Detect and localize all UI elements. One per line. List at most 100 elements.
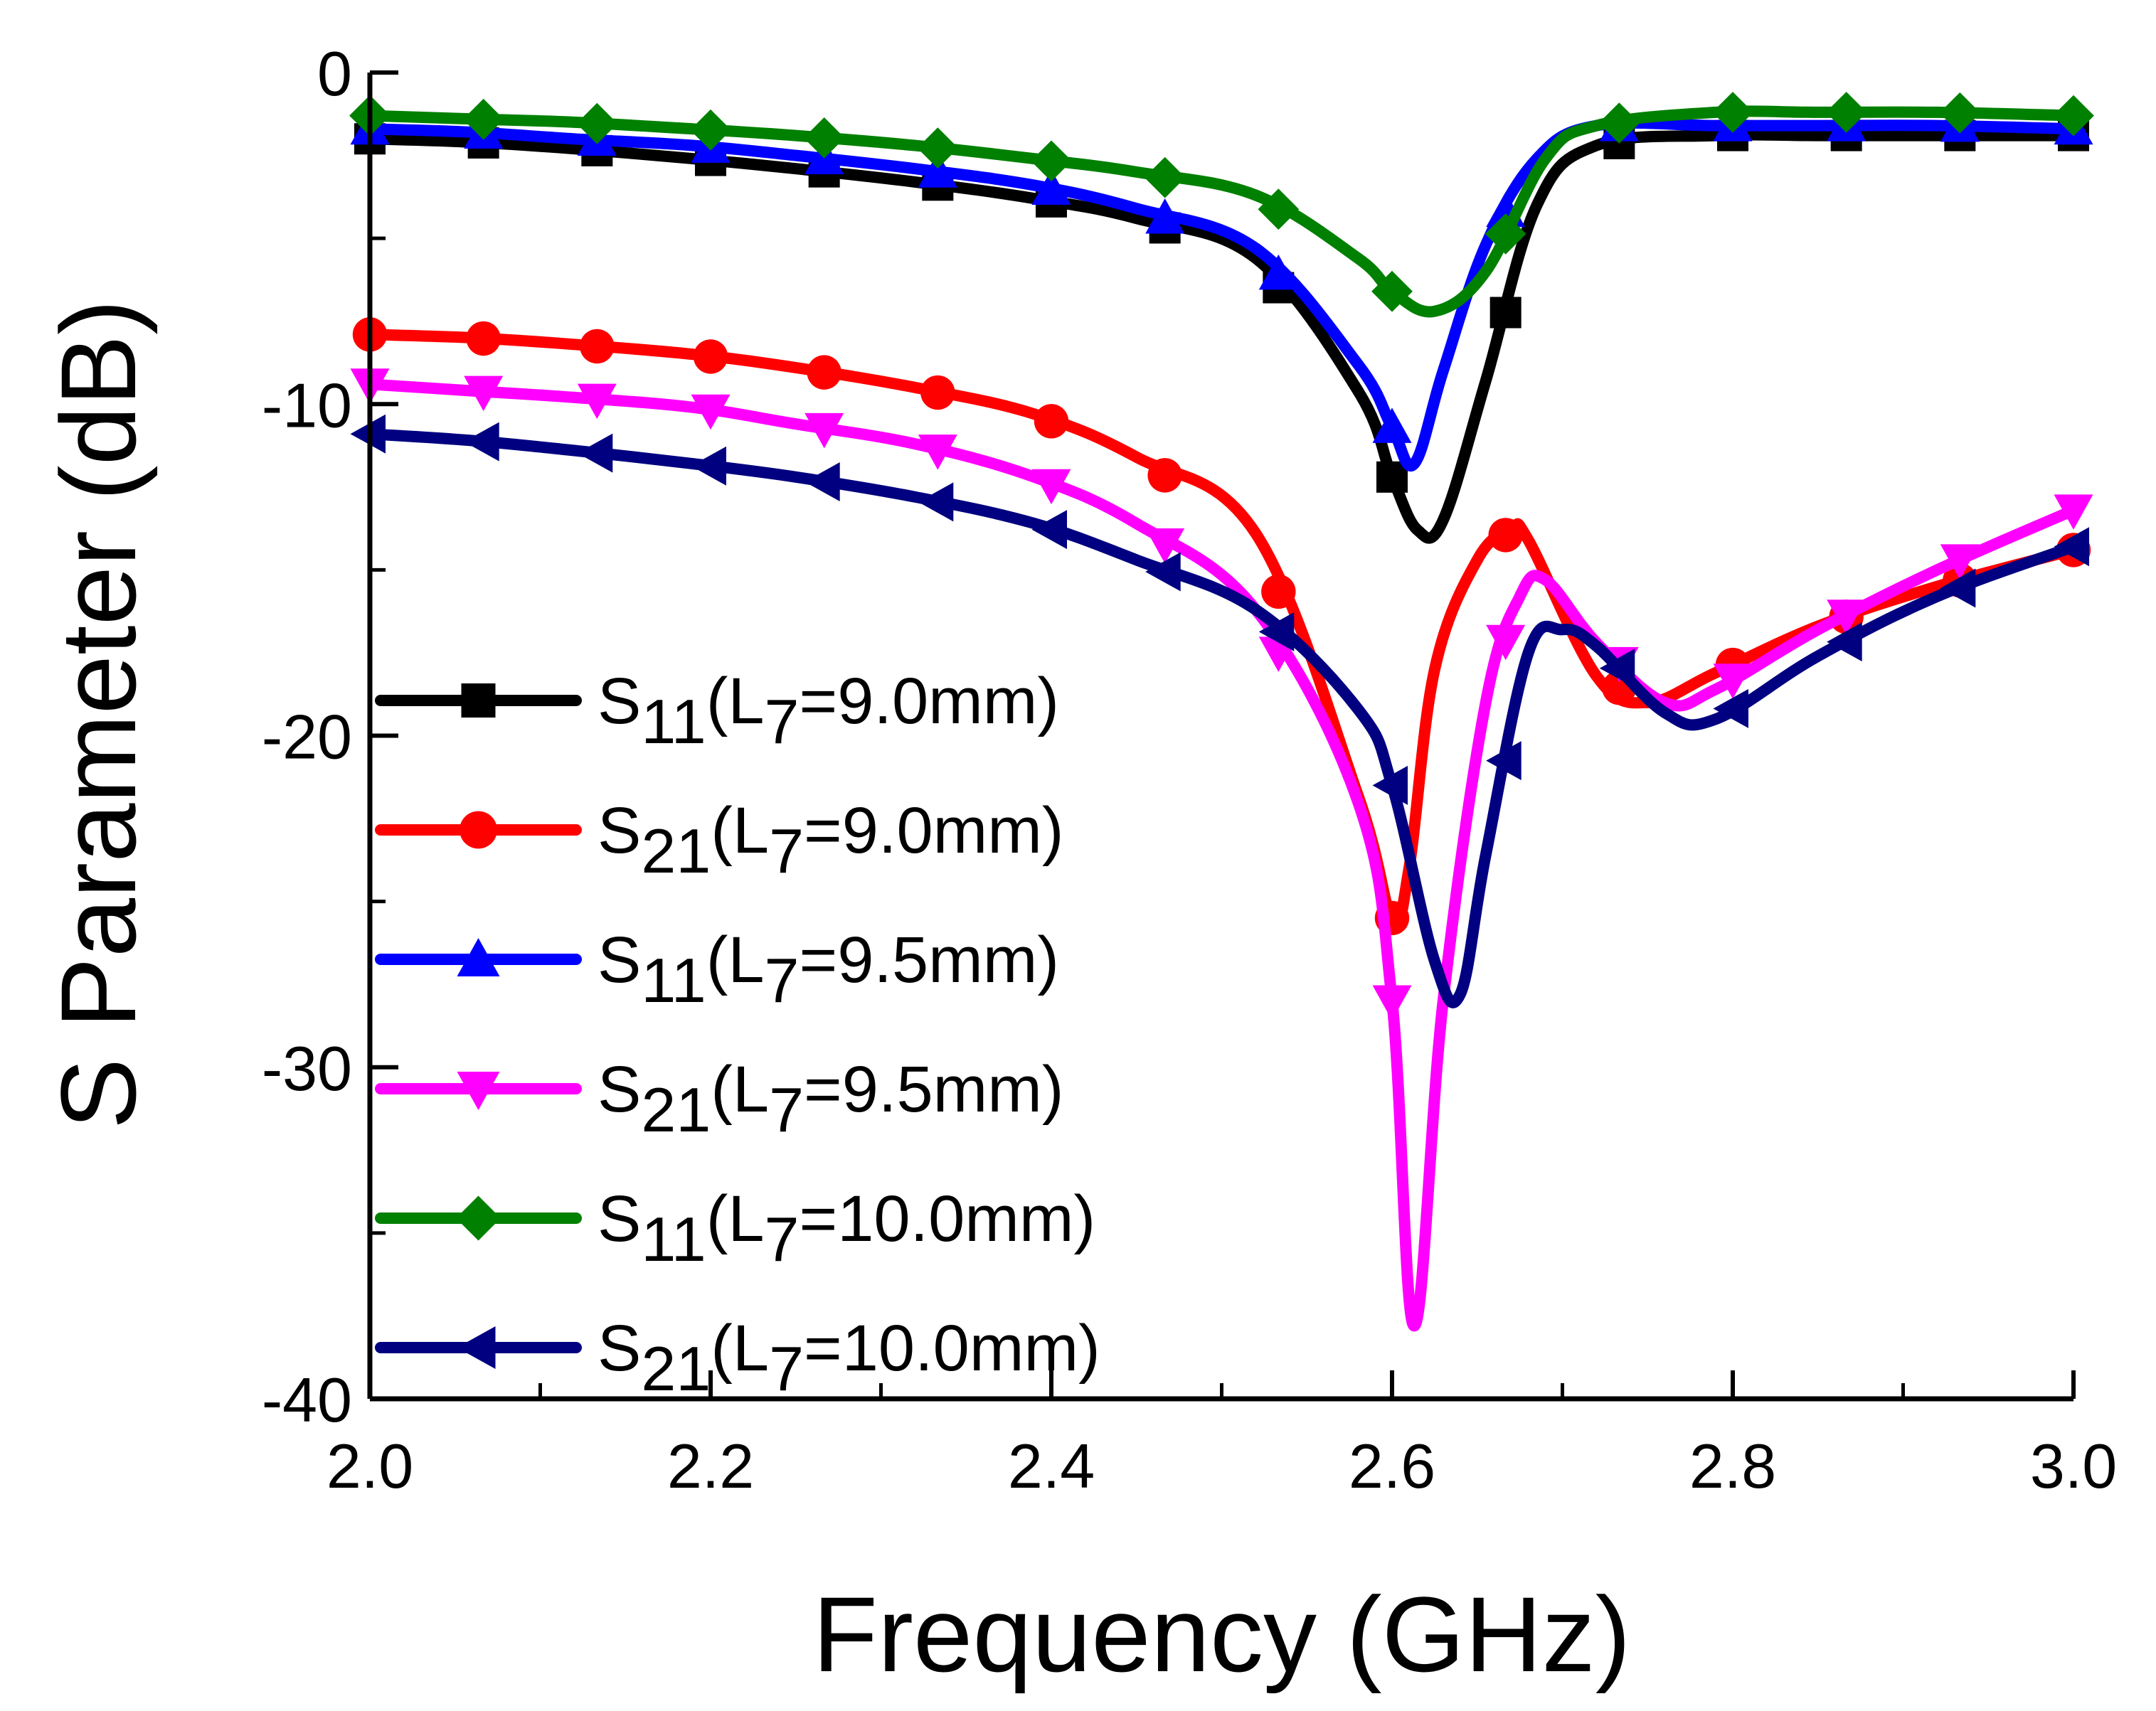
legend-marker <box>457 938 500 976</box>
legend-label: S11(L7=9.5mm) <box>598 924 1059 1016</box>
legend-subscript: 21 <box>641 1075 711 1145</box>
y-tick-label: -10 <box>262 370 352 440</box>
data-point <box>804 462 840 501</box>
legend-subscript: 7 <box>769 816 804 886</box>
legend-subscript: 7 <box>769 1075 804 1145</box>
data-point <box>1486 741 1522 781</box>
data-point <box>1940 544 1980 580</box>
data-point <box>1145 198 1185 234</box>
legend-marker <box>460 811 497 849</box>
data-point <box>691 394 731 430</box>
data-point <box>1258 254 1298 290</box>
legend-subscript: 7 <box>765 1204 800 1274</box>
data-point <box>1598 102 1640 144</box>
data-point <box>1258 188 1300 230</box>
legend-text-part: =10.0mm) <box>800 1183 1096 1255</box>
legend-item-1: S21(L7=9.0mm) <box>375 794 1064 886</box>
data-point <box>918 482 954 522</box>
legend-text-part: S <box>598 1183 641 1255</box>
x-tick-label: 2.8 <box>1689 1431 1776 1501</box>
data-point <box>693 339 728 374</box>
legend-label: S21(L7=9.0mm) <box>598 794 1064 886</box>
legend-subscript: 21 <box>641 1333 711 1404</box>
data-point <box>1147 458 1182 493</box>
x-tick-label: 3.0 <box>2030 1431 2117 1501</box>
legend-item-3: S21(L7=9.5mm) <box>375 1053 1064 1145</box>
legend-text-part: (L <box>711 1053 769 1126</box>
data-point <box>1939 92 1981 134</box>
data-point <box>1372 407 1412 443</box>
data-point <box>1827 599 1866 635</box>
data-point <box>918 435 957 470</box>
legend-item-5: S21(L7=10.0mm) <box>375 1312 1100 1404</box>
x-tick-label: 2.6 <box>1349 1431 1435 1501</box>
data-point <box>462 98 504 140</box>
legend-label: S21(L7=10.0mm) <box>598 1312 1100 1404</box>
data-point <box>577 383 617 420</box>
data-point <box>917 127 959 169</box>
data-point <box>690 109 731 151</box>
data-point <box>1031 169 1071 205</box>
legend-marker <box>457 1326 496 1369</box>
data-point <box>803 117 845 159</box>
data-point <box>804 412 844 449</box>
legend-marker <box>457 1072 500 1110</box>
data-point <box>1034 404 1069 439</box>
series-line <box>364 129 2079 544</box>
legend: S11(L7=9.0mm)S21(L7=9.0mm)S11(L7=9.5mm)S… <box>375 665 1100 1404</box>
data-point <box>464 422 499 462</box>
legend-text-part: =9.5mm) <box>804 1053 1064 1126</box>
legend-subscript: 7 <box>769 1333 804 1404</box>
legend-label: S21(L7=9.5mm) <box>598 1053 1064 1145</box>
legend-subscript: 11 <box>641 945 706 1016</box>
legend-item-4: S11(L7=10.0mm) <box>375 1183 1095 1274</box>
series-line <box>364 117 2079 471</box>
x-axis-title: Frequency (GHz) <box>812 1574 1630 1694</box>
y-tick-label: -40 <box>262 1365 352 1435</box>
data-point <box>1258 612 1295 651</box>
legend-text-part: S <box>598 794 641 867</box>
legend-subscript: 11 <box>641 686 706 757</box>
data-point <box>1825 92 1867 133</box>
data-point <box>1712 92 1753 133</box>
legend-marker <box>461 683 496 718</box>
data-point <box>1940 568 1976 608</box>
data-point <box>1713 663 1753 699</box>
legend-text-part: (L <box>711 1312 769 1385</box>
data-point <box>1713 688 1748 728</box>
y-tick-label: -30 <box>262 1033 352 1104</box>
data-point <box>1489 297 1522 329</box>
data-point <box>2054 494 2093 530</box>
data-point <box>576 102 618 144</box>
data-point <box>466 321 501 356</box>
legend-label: S11(L7=10.0mm) <box>598 1183 1095 1274</box>
data-point <box>691 446 726 486</box>
legend-subscript: 7 <box>765 945 800 1016</box>
data-point <box>1599 649 1635 688</box>
data-point <box>918 152 957 188</box>
data-point <box>2053 95 2094 137</box>
data-point <box>1031 140 1072 182</box>
legend-item-2: S11(L7=9.5mm) <box>375 924 1059 1016</box>
legend-text-part: (L <box>706 665 765 737</box>
legend-text-part: S <box>598 665 641 737</box>
x-tick-label: 2.4 <box>1008 1431 1095 1501</box>
data-point <box>1372 985 1412 1020</box>
legend-text-part: =9.0mm) <box>800 665 1060 737</box>
legend-subscript: 7 <box>765 686 800 757</box>
data-point <box>1486 624 1526 661</box>
data-point <box>920 375 955 410</box>
data-point <box>1827 622 1862 662</box>
series-layer <box>349 92 2094 1332</box>
series-line <box>364 428 2079 1008</box>
y-tick-label: 0 <box>317 38 352 109</box>
data-point <box>580 329 615 364</box>
data-point <box>1145 552 1181 592</box>
data-point <box>1031 510 1067 550</box>
data-point <box>1261 574 1296 609</box>
legend-text-part: (L <box>711 794 769 867</box>
data-point <box>1145 528 1185 564</box>
series-line <box>364 378 2079 1332</box>
data-point <box>464 375 504 412</box>
